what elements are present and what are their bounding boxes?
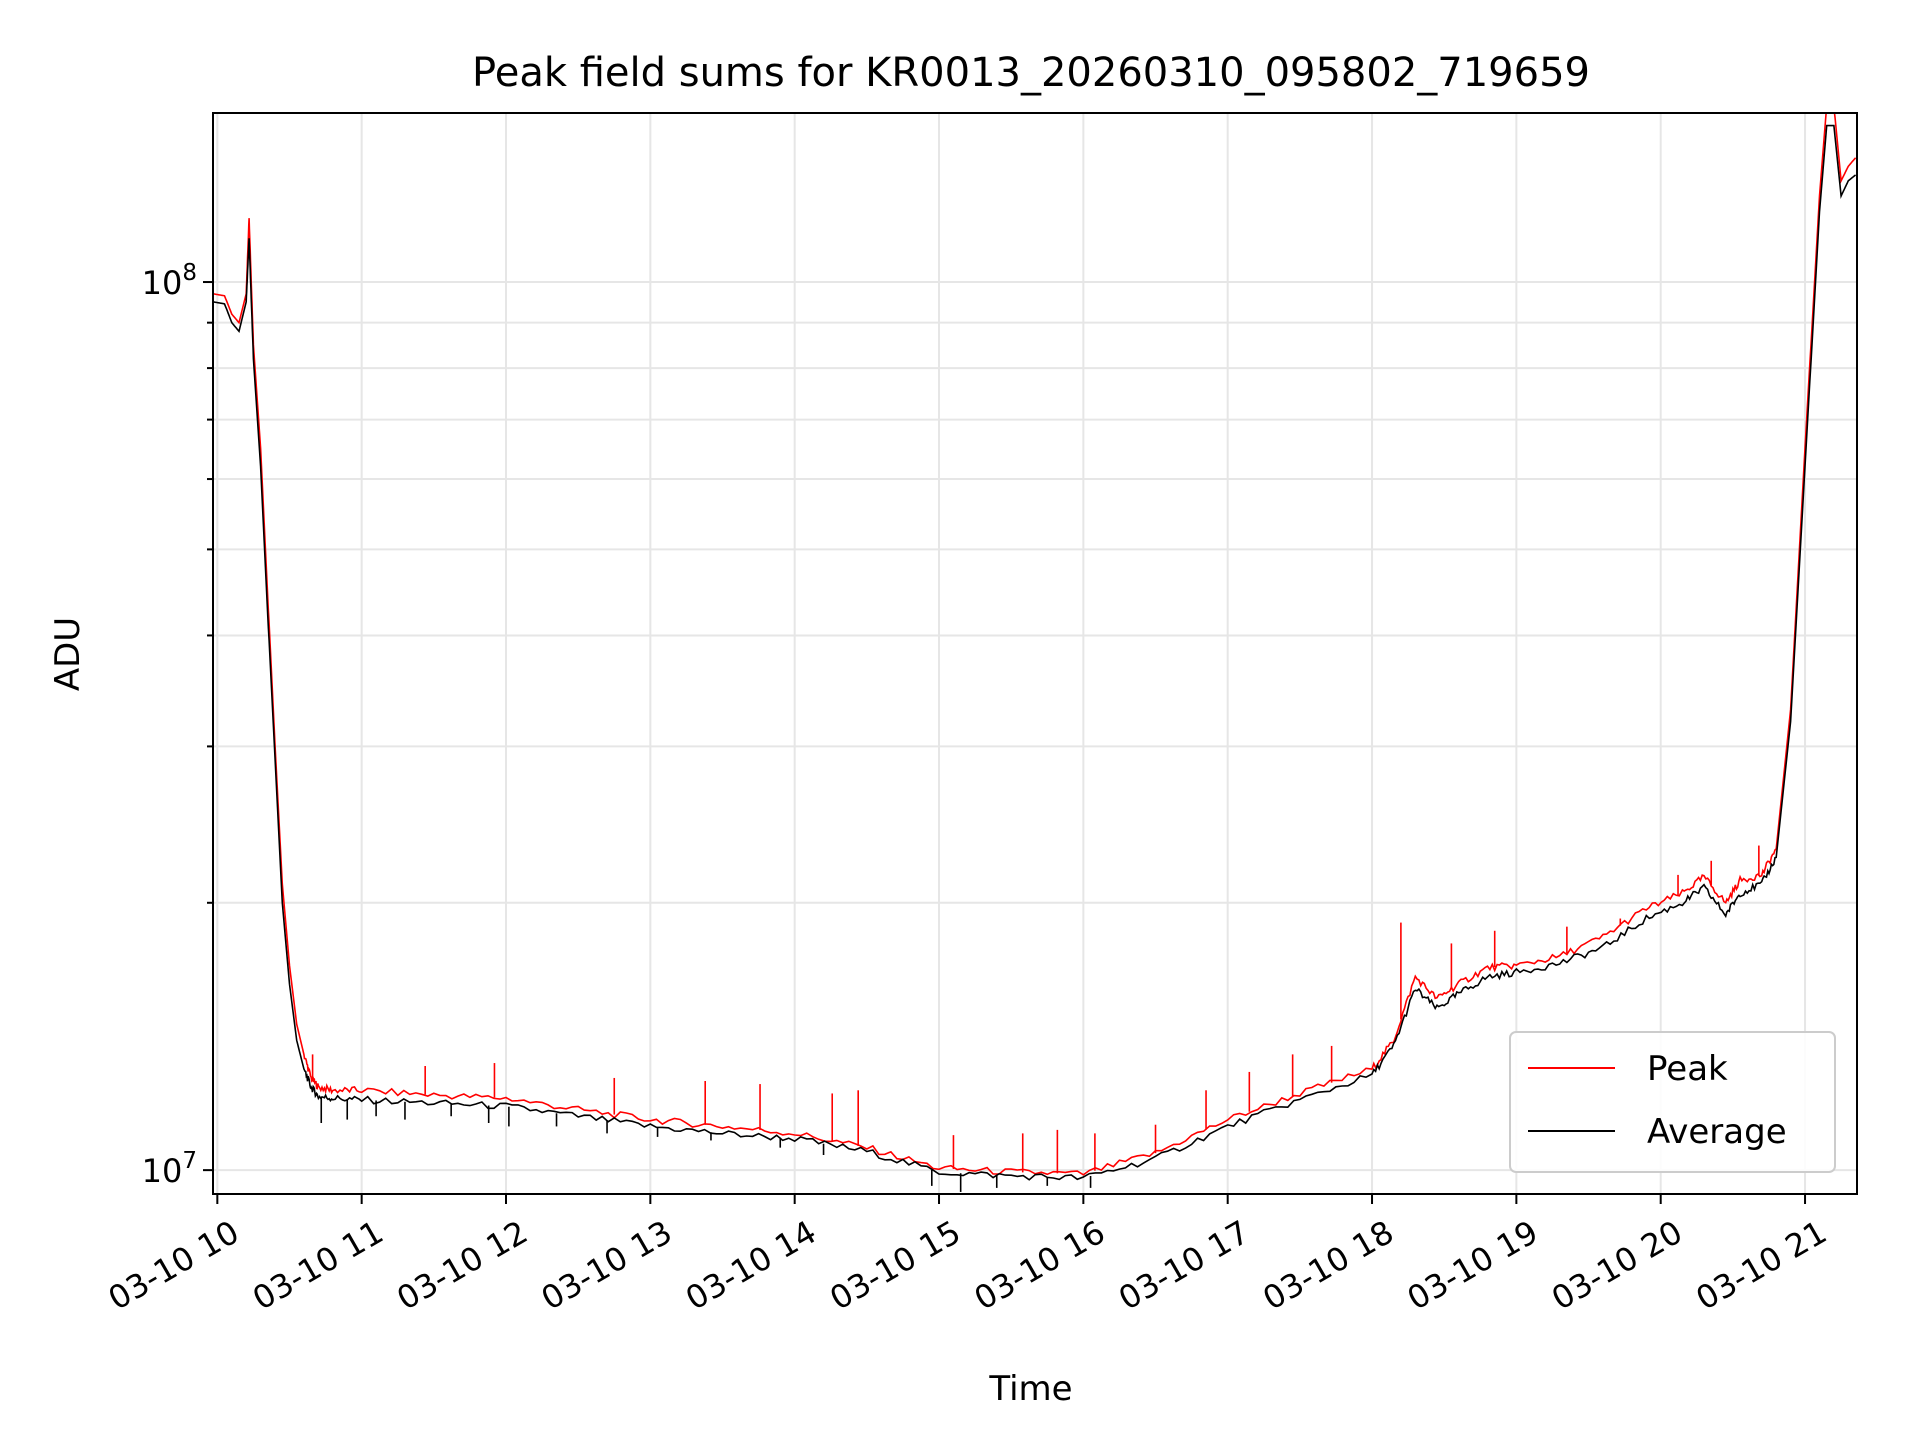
y-tick-label: 108 [142,260,197,302]
legend: Peak Average [1509,1031,1836,1173]
legend-label-average: Average [1647,1112,1787,1152]
grid [213,113,1857,1194]
series-layer [212,112,1857,1192]
chart-title: Peak field sums for KR0013_20260310_0958… [472,50,1590,96]
legend-label-peak: Peak [1647,1049,1728,1089]
x-axis-label: Time [988,1369,1072,1409]
plot-area-frame [212,112,1858,1195]
y-axis-label: ADU [48,617,88,691]
series-line-average [212,124,1857,1181]
y-tick-label: 107 [142,1148,197,1190]
